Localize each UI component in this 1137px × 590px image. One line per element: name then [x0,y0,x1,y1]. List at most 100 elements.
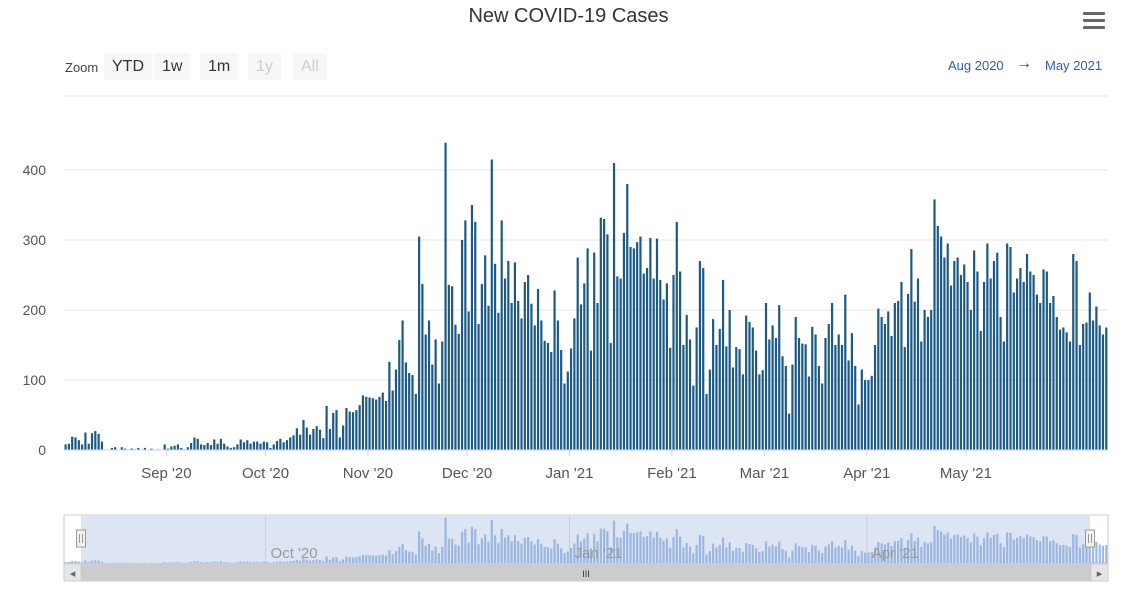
bar[interactable] [877,308,880,450]
bar[interactable] [738,349,741,450]
bar[interactable] [1101,334,1105,451]
bar[interactable] [523,282,526,450]
bar[interactable] [695,327,698,451]
bar[interactable] [467,311,470,450]
bar[interactable] [206,443,209,450]
bar[interactable] [123,448,127,450]
bar[interactable] [100,441,104,450]
bar[interactable] [791,364,794,450]
bar[interactable] [662,299,665,451]
bar[interactable] [1058,329,1062,450]
bar[interactable] [702,268,705,450]
bar[interactable] [358,405,361,450]
bar[interactable] [900,282,903,450]
zoom-1w-button[interactable]: 1w [154,53,191,80]
bar[interactable] [447,284,450,450]
bar[interactable] [553,290,556,450]
bar[interactable] [520,318,523,450]
bar[interactable] [586,248,589,450]
bar[interactable] [1075,261,1078,450]
bar[interactable] [186,447,189,450]
bar[interactable] [1065,332,1068,450]
bar[interactable] [873,345,877,450]
bar[interactable] [226,446,229,451]
bar[interactable] [814,334,817,451]
bar[interactable] [87,443,90,450]
bar[interactable] [460,240,464,450]
bar[interactable] [969,310,972,450]
bar[interactable] [996,252,999,450]
bar[interactable] [391,390,394,451]
bar[interactable] [705,394,708,450]
bar[interactable] [626,184,629,450]
bar[interactable] [223,443,226,450]
bar[interactable] [655,238,659,450]
bar[interactable] [857,404,860,451]
bar[interactable] [992,261,996,450]
bar[interactable] [956,257,959,451]
bar[interactable] [530,303,533,450]
bar[interactable] [622,233,626,450]
bar[interactable] [599,217,602,450]
bar[interactable] [589,350,592,450]
bar[interactable] [543,340,546,450]
bar[interactable] [464,220,467,450]
bar[interactable] [246,440,249,450]
bar[interactable] [150,448,153,450]
bar[interactable] [322,438,325,450]
bar[interactable] [259,443,262,450]
bar[interactable] [401,320,404,451]
bar[interactable] [930,310,933,450]
bar[interactable] [688,339,692,450]
bar[interactable] [546,342,550,450]
bar[interactable] [788,413,791,450]
bar[interactable] [1035,294,1039,450]
bar[interactable] [982,282,986,450]
bar[interactable] [424,334,427,451]
bar[interactable] [771,325,774,450]
bar[interactable] [632,248,635,450]
bar[interactable] [365,396,368,450]
bar[interactable] [196,438,199,450]
bar[interactable] [946,243,949,451]
bar[interactable] [821,383,824,451]
bar[interactable] [1088,292,1091,451]
bar[interactable] [315,426,318,450]
bar[interactable] [480,284,483,450]
bar[interactable] [262,441,265,450]
bar[interactable] [1032,275,1035,450]
bar[interactable] [190,443,193,450]
zoom-all-button[interactable]: All [293,53,327,80]
bar[interactable] [384,401,388,450]
bar[interactable] [636,242,639,450]
bar[interactable] [596,303,599,450]
bar[interactable] [1062,327,1065,451]
zoom-1y-button[interactable]: 1y [248,53,281,80]
bar[interactable] [536,289,540,450]
bar[interactable] [659,279,662,450]
bar[interactable] [768,339,771,450]
bar[interactable] [1078,345,1081,450]
bar[interactable] [593,252,596,450]
bar[interactable] [1029,271,1032,451]
bar[interactable] [431,364,434,450]
bar[interactable] [441,341,444,451]
bar[interactable] [612,163,616,450]
bar[interactable] [312,429,315,450]
bar[interactable] [256,441,259,450]
range-to-date[interactable]: May 2021 [1045,58,1103,73]
bar[interactable] [285,440,289,450]
bar[interactable] [305,427,308,450]
bar[interactable] [1042,269,1045,450]
bar[interactable] [229,447,232,450]
bar[interactable] [279,438,282,450]
bar[interactable] [120,447,123,450]
bar[interactable] [437,383,441,451]
bar[interactable] [269,447,272,450]
bar[interactable] [474,221,477,450]
bar[interactable] [801,343,804,450]
bar[interactable] [398,340,401,450]
bar[interactable] [418,236,421,451]
bar[interactable] [242,442,246,450]
bar[interactable] [180,447,183,450]
